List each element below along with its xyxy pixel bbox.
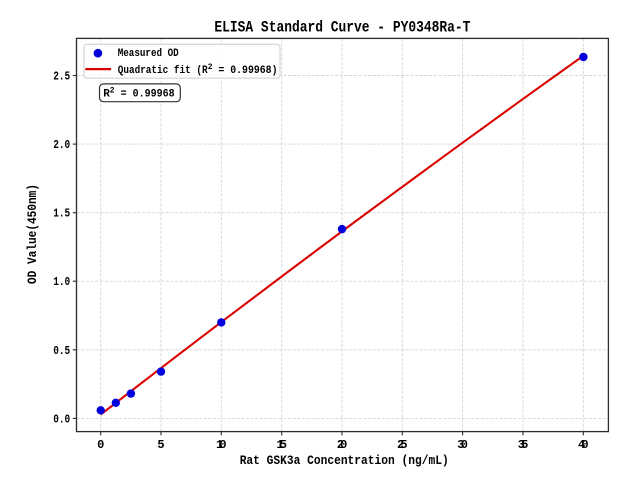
svg-text:Quadratic fit (R2 = 0.99968): Quadratic fit (R2 = 0.99968) bbox=[118, 63, 278, 77]
svg-text:1.0: 1.0 bbox=[53, 275, 70, 289]
svg-text:25: 25 bbox=[397, 438, 408, 452]
svg-text:1.5: 1.5 bbox=[53, 207, 70, 221]
svg-text:R2 = 0.99968: R2 = 0.99968 bbox=[103, 87, 175, 101]
svg-text:30: 30 bbox=[457, 438, 468, 452]
svg-text:2.0: 2.0 bbox=[53, 138, 70, 152]
svg-text:2.5: 2.5 bbox=[53, 70, 70, 84]
svg-text:OD Value(450nm): OD Value(450nm) bbox=[25, 184, 40, 284]
svg-text:5: 5 bbox=[157, 438, 164, 452]
svg-text:0.5: 0.5 bbox=[53, 344, 70, 358]
svg-text:20: 20 bbox=[337, 438, 348, 452]
svg-text:0.0: 0.0 bbox=[53, 412, 70, 426]
svg-text:ELISA Standard Curve - PY0348R: ELISA Standard Curve - PY0348Ra-T bbox=[214, 19, 470, 37]
svg-text:Measured OD: Measured OD bbox=[118, 48, 179, 60]
svg-text:35: 35 bbox=[518, 438, 529, 452]
svg-text:15: 15 bbox=[276, 438, 287, 452]
svg-text:40: 40 bbox=[578, 438, 589, 452]
svg-text:10: 10 bbox=[216, 438, 227, 452]
svg-text:0: 0 bbox=[97, 438, 104, 452]
svg-text:Rat GSK3a Concentration (ng/mL: Rat GSK3a Concentration (ng/mL) bbox=[240, 453, 449, 468]
